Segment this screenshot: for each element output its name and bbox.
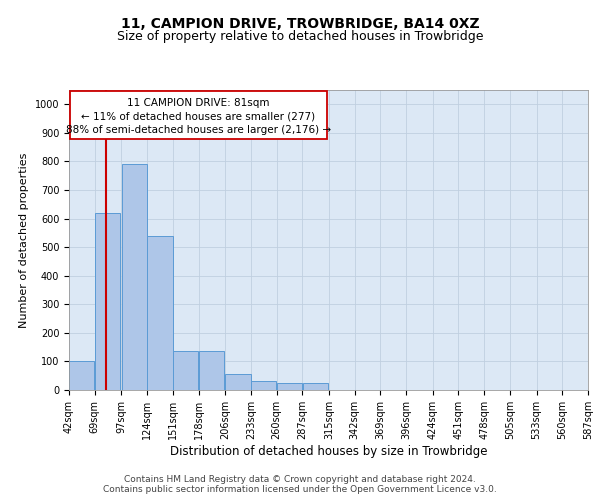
Bar — [199, 352, 224, 390]
Text: 11, CAMPION DRIVE, TROWBRIDGE, BA14 0XZ: 11, CAMPION DRIVE, TROWBRIDGE, BA14 0XZ — [121, 18, 479, 32]
Text: Contains HM Land Registry data © Crown copyright and database right 2024.
Contai: Contains HM Land Registry data © Crown c… — [103, 474, 497, 494]
Bar — [226, 374, 251, 390]
Bar — [95, 213, 120, 390]
Bar — [251, 382, 277, 390]
Bar — [302, 383, 328, 390]
Text: ← 11% of detached houses are smaller (277): ← 11% of detached houses are smaller (27… — [82, 111, 316, 121]
Bar — [173, 352, 198, 390]
Bar — [277, 383, 302, 390]
Bar — [122, 164, 147, 390]
Text: 11 CAMPION DRIVE: 81sqm: 11 CAMPION DRIVE: 81sqm — [127, 98, 270, 108]
Y-axis label: Number of detached properties: Number of detached properties — [19, 152, 29, 328]
Bar — [69, 362, 94, 390]
X-axis label: Distribution of detached houses by size in Trowbridge: Distribution of detached houses by size … — [170, 444, 487, 458]
Bar — [148, 236, 173, 390]
Text: 88% of semi-detached houses are larger (2,176) →: 88% of semi-detached houses are larger (… — [66, 124, 331, 134]
FancyBboxPatch shape — [70, 92, 327, 139]
Text: Size of property relative to detached houses in Trowbridge: Size of property relative to detached ho… — [117, 30, 483, 43]
